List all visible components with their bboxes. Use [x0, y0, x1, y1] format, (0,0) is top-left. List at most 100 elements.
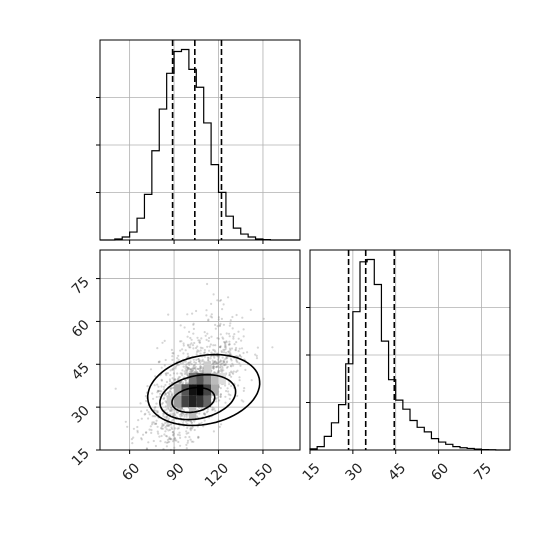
scatter-point [197, 436, 200, 439]
scatter-point [196, 367, 199, 370]
scatter-point [186, 366, 189, 369]
scatter-point [225, 341, 228, 344]
scatter-point [238, 354, 241, 357]
scatter-point [200, 370, 203, 373]
scatter-point [203, 331, 206, 334]
scatter-point [185, 415, 188, 418]
scatter-point [219, 395, 222, 398]
scatter-point [153, 406, 156, 409]
scatter-point [131, 442, 134, 445]
scatter-point [183, 370, 186, 373]
scatter-point [148, 428, 151, 431]
scatter-point [199, 349, 202, 352]
scatter-point [202, 412, 206, 416]
density-cell-15 [174, 384, 182, 396]
scatter-point [149, 425, 152, 428]
scatter-point [199, 366, 202, 369]
scatter-point [171, 381, 174, 384]
scatter-point [197, 436, 200, 439]
scatter-point [190, 421, 193, 424]
scatter-point [193, 367, 196, 370]
scatter-point [194, 370, 198, 373]
scatter-point [167, 417, 170, 420]
scatter-point [154, 406, 157, 409]
scatter-point [242, 389, 245, 392]
scatter-point [222, 351, 226, 354]
scatter-point [197, 360, 201, 363]
scatter-point [178, 413, 181, 416]
scatter-point [124, 420, 127, 423]
scatter-point [199, 361, 202, 365]
scatter-point [217, 337, 220, 340]
scatter-point [193, 420, 196, 423]
scatter-point [187, 431, 190, 434]
scatter-point [181, 362, 184, 365]
scatter-point [218, 355, 221, 358]
scatter-point [174, 414, 177, 417]
scatter-point [225, 361, 228, 364]
scatter-point [208, 345, 211, 348]
scatter-point [199, 367, 202, 370]
scatter-point [178, 382, 181, 385]
scatter-point [188, 370, 191, 373]
scatter-point [152, 421, 155, 424]
scatter-point [177, 376, 180, 379]
scatter-point [229, 353, 233, 356]
scatter-point [223, 360, 226, 363]
scatter-point [140, 437, 143, 440]
scatter-point [163, 339, 166, 342]
scatter-point [158, 389, 161, 392]
scatter-point [219, 363, 222, 366]
scatter-point [237, 384, 240, 387]
scatter-point [187, 344, 190, 347]
scatter-point [217, 371, 220, 374]
scatter-point [145, 447, 148, 450]
scatter-point [180, 380, 183, 383]
scatter-point [171, 368, 174, 371]
scatter-point [178, 434, 181, 437]
scatter-point [223, 340, 226, 344]
scatter-point [172, 367, 175, 370]
scatter-point [165, 445, 168, 448]
scatter-point [182, 381, 185, 384]
scatter-point [256, 346, 259, 349]
scatter-point [197, 367, 200, 370]
scatter-point [168, 436, 171, 439]
scatter-point [214, 350, 217, 353]
scatter-point [212, 367, 215, 370]
scatter-point [176, 433, 180, 436]
scatter-point [198, 368, 201, 371]
scatter-point [187, 381, 190, 384]
scatter-point [169, 390, 172, 393]
scatter-point [164, 426, 167, 429]
density-cell-10 [188, 372, 197, 385]
scatter-point [222, 359, 225, 362]
scatter-point [213, 349, 216, 352]
scatter-point [165, 425, 168, 428]
scatter-point [221, 308, 224, 311]
scatter-point [227, 390, 230, 393]
scatter-point [228, 353, 231, 356]
scatter-point [185, 413, 188, 417]
scatter-point [219, 387, 222, 390]
density-cell-0 [174, 395, 182, 408]
scatter-point [214, 327, 217, 330]
scatter-point [169, 409, 172, 412]
scatter-point [194, 361, 198, 364]
scatter-point [229, 319, 232, 322]
scatter-point [230, 370, 233, 373]
scatter-point [183, 372, 186, 375]
scatter-point [225, 357, 228, 360]
scatter-point [163, 433, 166, 436]
scatter-point [164, 358, 167, 362]
scatter-point [205, 309, 208, 312]
scatter-point [176, 357, 179, 360]
scatter-point [178, 381, 182, 384]
scatter-point [225, 366, 229, 369]
scatter-point [168, 428, 172, 431]
scatter-point [237, 337, 240, 340]
scatter-point [235, 341, 238, 344]
scatter-point [181, 382, 184, 385]
scatter-point [271, 346, 274, 349]
scatter-point [232, 372, 235, 375]
